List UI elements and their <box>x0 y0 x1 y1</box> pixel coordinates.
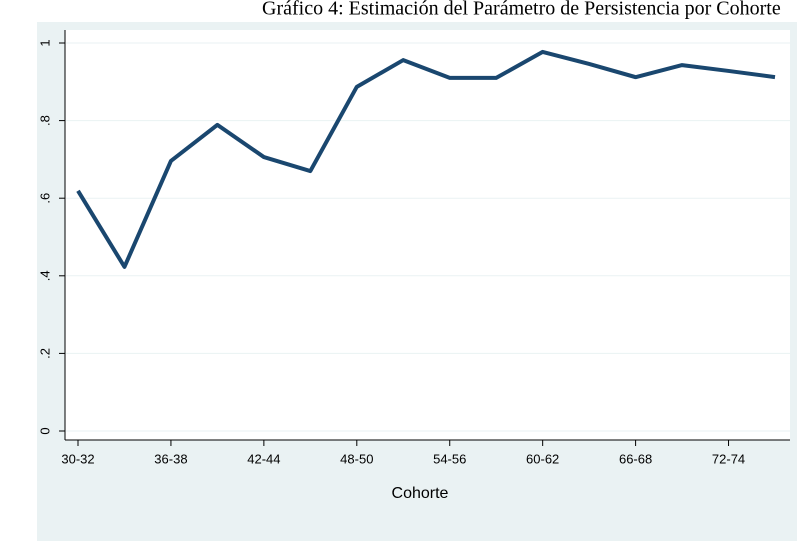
x-axis-label: Cohorte <box>392 485 449 502</box>
x-tick-label: 60-62 <box>526 451 559 466</box>
y-tick-label: .8 <box>37 115 52 126</box>
x-tick-label: 36-38 <box>154 451 187 466</box>
y-tick-label: .4 <box>37 270 52 281</box>
y-tick-label: .2 <box>37 348 52 359</box>
x-tick-label: 54-56 <box>433 451 466 466</box>
plot-area <box>65 30 790 440</box>
x-tick-label: 48-50 <box>340 451 373 466</box>
y-tick-label: .6 <box>37 193 52 204</box>
x-tick-label: 42-44 <box>247 451 280 466</box>
data-line <box>76 49 776 269</box>
y-tick-label: 0 <box>37 427 52 434</box>
x-tick-label: 72-74 <box>712 451 745 466</box>
chart-title: Gráfico 4: Estimación del Parámetro de P… <box>262 0 781 20</box>
x-tick-label: 66-68 <box>619 451 652 466</box>
x-tick-label: 30-32 <box>61 451 94 466</box>
y-tick-label: 1 <box>37 39 52 46</box>
